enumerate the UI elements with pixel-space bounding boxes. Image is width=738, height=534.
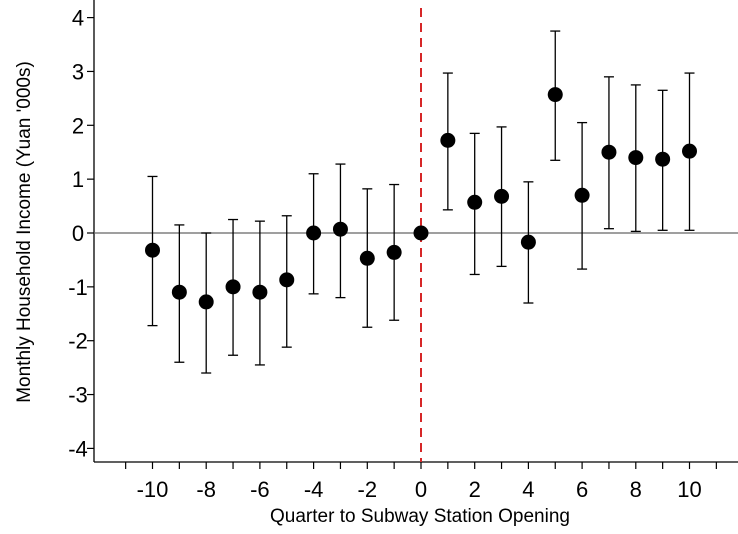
coefficient-point [655,151,671,167]
x-axis-title: Quarter to Subway Station Opening [270,506,570,527]
y-tick-label: 4 [72,6,84,31]
coefficient-point [145,242,160,258]
axes-layer [87,0,738,469]
x-tick-label: 0 [415,477,427,502]
x-tick-label: -8 [196,477,216,502]
coefficient-point [520,234,536,250]
coefficient-point [359,250,375,266]
y-tick-label: 2 [72,113,84,138]
x-tick-label: 6 [576,477,588,502]
x-tick-label: 8 [630,477,642,502]
y-tick-label: 3 [72,59,84,84]
x-tick-label: -2 [358,477,378,502]
x-tick-label: -10 [137,477,169,502]
coefficient-point [252,284,268,300]
x-tick-label: -4 [304,477,324,502]
x-tick-label: -6 [250,477,270,502]
coefficient-point [279,272,295,288]
coefficient-point [171,284,187,300]
y-tick-label: 1 [72,167,84,192]
y-tick-label: -4 [68,436,88,461]
coefficient-point [547,87,563,103]
x-tick-label: 2 [469,477,481,502]
y-tick-label: -2 [68,329,88,354]
coefficient-point [494,188,510,204]
coefficient-point [628,150,644,166]
y-tick-label: -1 [68,275,88,300]
error-bars [147,30,695,374]
coefficient-point [332,221,348,237]
coefficient-point [198,294,214,310]
coefficient-point [306,225,322,241]
y-axis-title: Monthly Household Income (Yuan '000s) [14,61,35,403]
x-tick-label: 10 [677,477,701,502]
coefficient-point [682,143,697,159]
coefficient-points [145,87,697,310]
y-tick-label: 0 [72,221,84,246]
y-tick-label: -3 [68,383,88,408]
coefficient-point [440,132,456,148]
x-tick-label: 4 [522,477,534,502]
coefficient-point [601,144,617,160]
coefficient-point [225,279,241,295]
coefficient-point [413,225,429,241]
coefficient-point [386,244,402,260]
coefficient-point [467,194,483,210]
coefficient-point [574,187,590,203]
